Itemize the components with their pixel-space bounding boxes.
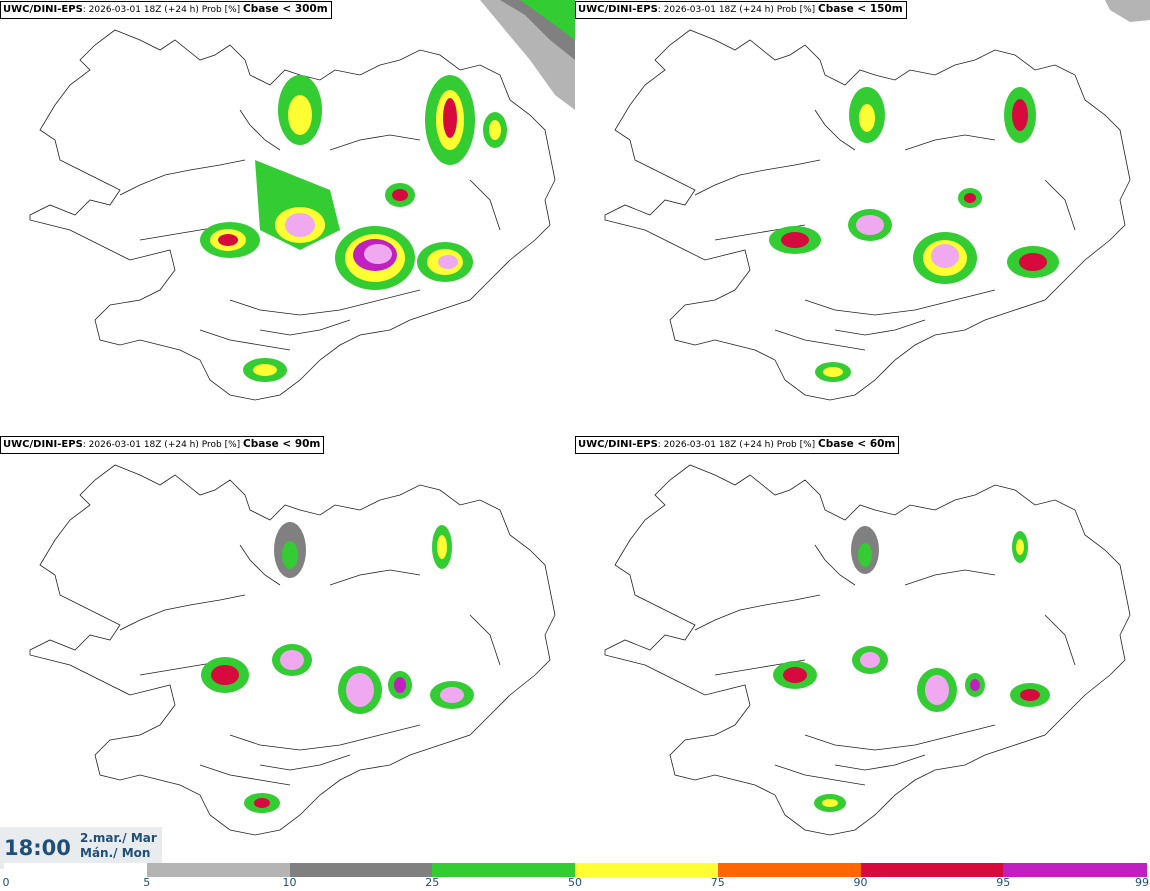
colorbar-segment <box>146 863 290 877</box>
iceland-map <box>604 0 1150 401</box>
valid-date-line-2: Mán./ Mon <box>80 846 151 860</box>
map-panel-300m: UWC/DINI-EPS: 2026-03-01 18Z (+24 h) Pro… <box>0 0 575 435</box>
colorbar-tick-label: 0 <box>2 876 10 889</box>
colorbar-segment <box>432 863 576 877</box>
colorbar-tick-label: 10 <box>282 876 297 889</box>
colorbar-tick-label: 90 <box>853 876 868 889</box>
valid-date-line-1: 2.mar./ Mar <box>80 831 157 845</box>
colorbar-tick-label: 50 <box>568 876 582 889</box>
panel-title: UWC/DINI-EPS: 2026-03-01 18Z (+24 h) Pro… <box>575 1 907 19</box>
colorbar-segment <box>1003 863 1147 877</box>
panel-title: UWC/DINI-EPS: 2026-03-01 18Z (+24 h) Pro… <box>575 436 900 454</box>
map-panel-60m: UWC/DINI-EPS: 2026-03-01 18Z (+24 h) Pro… <box>575 435 1150 870</box>
probability-colorbar <box>0 863 1150 877</box>
map-panel-90m: UWC/DINI-EPS: 2026-03-01 18Z (+24 h) Pro… <box>0 435 575 870</box>
panel-title: UWC/DINI-EPS: 2026-03-01 18Z (+24 h) Pro… <box>0 436 325 454</box>
colorbar-tick-label: 5 <box>143 876 151 889</box>
colorbar-tick-label: 95 <box>996 876 1011 889</box>
colorbar-segment <box>860 863 1004 877</box>
iceland-map <box>29 464 556 836</box>
valid-time-box: 18:00 2.mar./ Mar Mán./ Mon <box>0 827 162 869</box>
colorbar-tick-label: 75 <box>710 876 725 889</box>
colorbar-segment <box>4 863 148 877</box>
colorbar-segment <box>575 863 719 877</box>
colorbar-segment <box>289 863 433 877</box>
colorbar-tick-label: 25 <box>425 876 440 889</box>
panel-title: UWC/DINI-EPS: 2026-03-01 18Z (+24 h) Pro… <box>0 1 332 19</box>
colorbar-tick-label: 99 <box>1135 876 1149 889</box>
map-panel-150m: UWC/DINI-EPS: 2026-03-01 18Z (+24 h) Pro… <box>575 0 1150 435</box>
colorbar-segment <box>717 863 861 877</box>
valid-time: 18:00 <box>4 836 71 860</box>
iceland-map <box>604 464 1131 836</box>
iceland-map <box>29 0 575 401</box>
